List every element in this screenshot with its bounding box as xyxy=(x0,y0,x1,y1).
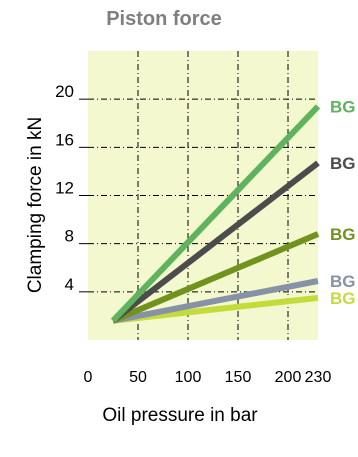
y-tick-label: 16 xyxy=(55,130,74,149)
series-line xyxy=(110,104,321,323)
y-axis-ticks: 4 8 12 16 20 xyxy=(55,82,88,294)
series-label: BG xyxy=(330,97,356,116)
x-axis-ticks: 0 50 100 150 200 230 xyxy=(84,369,332,386)
series-label: BG xyxy=(330,225,356,244)
x-tick-label: 150 xyxy=(225,369,252,386)
series-label: BG xyxy=(330,272,356,291)
series-label: BG xyxy=(330,154,356,173)
series-line xyxy=(111,160,320,324)
series-label: BG xyxy=(330,289,356,308)
chart-title: Piston force xyxy=(106,8,222,30)
x-tick-label: 0 xyxy=(84,369,93,386)
series-lines xyxy=(110,104,321,324)
x-tick-label: 230 xyxy=(305,369,332,386)
y-tick-label: 4 xyxy=(65,275,74,294)
y-axis-label: Clamping force in kN xyxy=(25,117,46,293)
y-tick-label: 20 xyxy=(55,82,74,101)
x-tick-label: 50 xyxy=(129,369,147,386)
series-line xyxy=(112,278,319,324)
x-tick-label: 100 xyxy=(175,369,202,386)
y-tick-label: 12 xyxy=(55,179,74,198)
x-axis-label: Oil pressure in bar xyxy=(102,405,258,426)
series-line xyxy=(111,231,320,324)
x-tick-label: 200 xyxy=(275,369,302,386)
y-tick-label: 8 xyxy=(65,227,74,246)
